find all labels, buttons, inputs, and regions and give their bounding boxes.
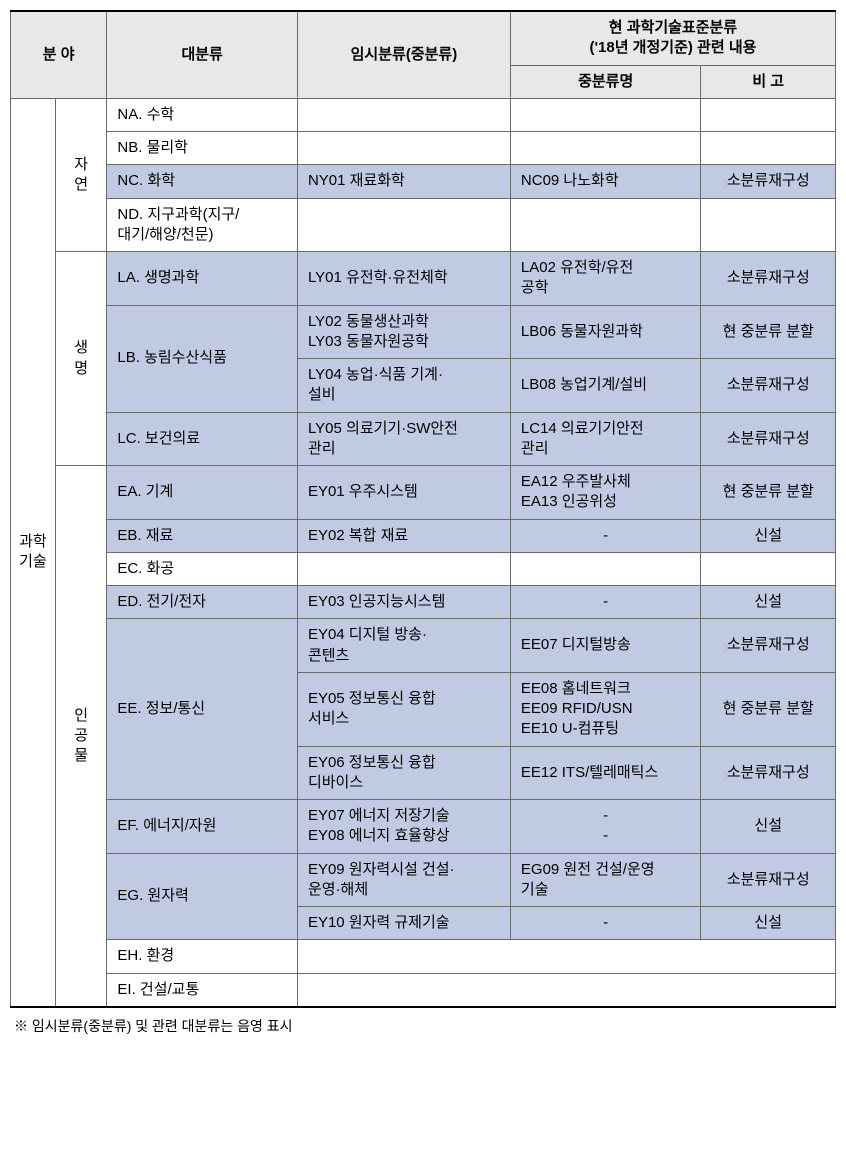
row-ec: EC. 화공 xyxy=(107,552,298,585)
row-eb-mid: - xyxy=(510,519,701,552)
row-eg2-mid: - xyxy=(510,907,701,940)
row-ee3-mid: EE12 ITS/텔레매틱스 xyxy=(510,746,701,800)
row-eg: EG. 원자력 xyxy=(107,853,298,940)
row-ef-temp: EY07 에너지 저장기술EY08 에너지 효율향상 xyxy=(297,800,510,854)
header-note: 비 고 xyxy=(701,65,836,98)
row-eg1-note: 소분류재구성 xyxy=(701,853,836,907)
cell-empty xyxy=(701,552,836,585)
row-eb: EB. 재료 xyxy=(107,519,298,552)
row-ee: EE. 정보/통신 xyxy=(107,619,298,800)
cell-empty xyxy=(297,940,835,973)
cell-empty xyxy=(297,198,510,252)
row-ef-mid: -- xyxy=(510,800,701,854)
row-eg1-temp: EY09 원자력시설 건설·운영·해체 xyxy=(297,853,510,907)
row-ea-mid: EA12 우주발사체EA13 인공위성 xyxy=(510,466,701,520)
cell-empty xyxy=(297,98,510,131)
row-nc-temp: NY01 재료화학 xyxy=(297,165,510,198)
cell-empty xyxy=(297,132,510,165)
row-la-temp: LY01 유전학·유전체학 xyxy=(297,252,510,306)
section-life: 생명 xyxy=(55,252,107,466)
row-ed-note: 신설 xyxy=(701,586,836,619)
row-ee2-temp: EY05 정보통신 융합서비스 xyxy=(297,672,510,746)
row-eb-note: 신설 xyxy=(701,519,836,552)
row-la: LA. 생명과학 xyxy=(107,252,298,306)
row-nb: NB. 물리학 xyxy=(107,132,298,165)
header-field: 분 야 xyxy=(11,11,107,98)
row-na: NA. 수학 xyxy=(107,98,298,131)
row-ee3-note: 소분류재구성 xyxy=(701,746,836,800)
row-eb-temp: EY02 복합 재료 xyxy=(297,519,510,552)
row-lb1-temp: LY02 동물생산과학LY03 동물자원공학 xyxy=(297,305,510,359)
row-ea: EA. 기계 xyxy=(107,466,298,520)
header-current: 현 과학기술표준분류('18년 개정기준) 관련 내용 xyxy=(510,11,835,65)
cell-empty xyxy=(510,552,701,585)
section-nature: 자연 xyxy=(55,98,107,251)
row-lb2-mid: LB08 농업기계/설비 xyxy=(510,359,701,413)
row-ei: EI. 건설/교통 xyxy=(107,973,298,1007)
cell-empty xyxy=(701,98,836,131)
cell-empty xyxy=(510,132,701,165)
section-artificial: 인공물 xyxy=(55,466,107,1007)
row-lb2-note: 소분류재구성 xyxy=(701,359,836,413)
cell-empty xyxy=(510,198,701,252)
row-lc-note: 소분류재구성 xyxy=(701,412,836,466)
row-eg1-mid: EG09 원전 건설/운영기술 xyxy=(510,853,701,907)
row-ea-note: 현 중분류 분할 xyxy=(701,466,836,520)
row-ef-note: 신설 xyxy=(701,800,836,854)
header-mid: 중분류명 xyxy=(510,65,701,98)
row-lb2-temp: LY04 농업·식품 기계·설비 xyxy=(297,359,510,413)
row-lc-mid: LC14 의료기기안전관리 xyxy=(510,412,701,466)
classification-table: 분 야 대분류 임시분류(중분류) 현 과학기술표준분류('18년 개정기준) … xyxy=(10,10,836,1008)
row-ee1-mid: EE07 디지털방송 xyxy=(510,619,701,673)
row-lc: LC. 보건의료 xyxy=(107,412,298,466)
cell-empty xyxy=(701,132,836,165)
footnote: ※ 임시분류(중분류) 및 관련 대분류는 음영 표시 xyxy=(10,1008,836,1036)
row-ee3-temp: EY06 정보통신 융합디바이스 xyxy=(297,746,510,800)
row-ee1-temp: EY04 디지털 방송·콘텐츠 xyxy=(297,619,510,673)
cell-empty xyxy=(510,98,701,131)
cell-empty xyxy=(701,198,836,252)
row-ed: ED. 전기/전자 xyxy=(107,586,298,619)
row-lc-temp: LY05 의료기기·SW안전관리 xyxy=(297,412,510,466)
row-lb: LB. 농림수산식품 xyxy=(107,305,298,412)
row-nc: NC. 화학 xyxy=(107,165,298,198)
row-lb1-mid: LB06 동물자원과학 xyxy=(510,305,701,359)
row-ed-temp: EY03 인공지능시스템 xyxy=(297,586,510,619)
row-ea-temp: EY01 우주시스템 xyxy=(297,466,510,520)
cell-empty xyxy=(297,973,835,1007)
row-eh: EH. 환경 xyxy=(107,940,298,973)
row-ef: EF. 에너지/자원 xyxy=(107,800,298,854)
row-eg2-temp: EY10 원자력 규제기술 xyxy=(297,907,510,940)
row-ee2-note: 현 중분류 분할 xyxy=(701,672,836,746)
row-nc-note: 소분류재구성 xyxy=(701,165,836,198)
row-nd: ND. 지구과학(지구/대기/해양/천문) xyxy=(107,198,298,252)
row-ee2-mid: EE08 홈네트워크EE09 RFID/USNEE10 U-컴퓨팅 xyxy=(510,672,701,746)
header-major: 대분류 xyxy=(107,11,298,98)
row-eg2-note: 신설 xyxy=(701,907,836,940)
row-la-mid: LA02 유전학/유전공학 xyxy=(510,252,701,306)
header-temp: 임시분류(중분류) xyxy=(297,11,510,98)
row-ed-mid: - xyxy=(510,586,701,619)
row-nc-mid: NC09 나노화학 xyxy=(510,165,701,198)
section-sci-tech: 과학기술 xyxy=(11,98,56,1007)
row-lb1-note: 현 중분류 분할 xyxy=(701,305,836,359)
cell-empty xyxy=(297,552,510,585)
row-la-note: 소분류재구성 xyxy=(701,252,836,306)
row-ee1-note: 소분류재구성 xyxy=(701,619,836,673)
